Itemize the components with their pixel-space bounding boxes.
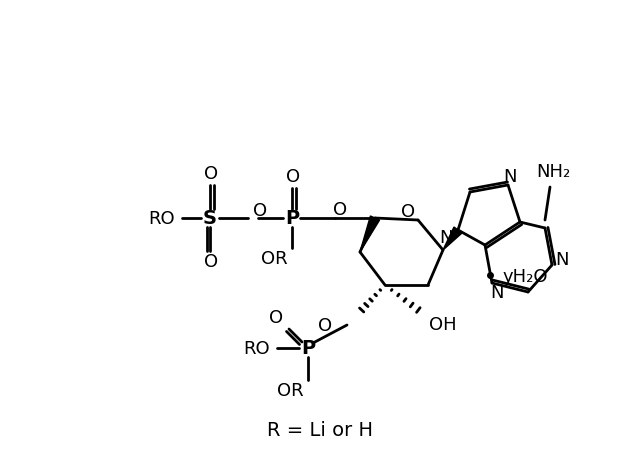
Text: O: O bbox=[286, 168, 300, 186]
Polygon shape bbox=[443, 227, 462, 250]
Text: RO: RO bbox=[148, 210, 175, 228]
Text: P: P bbox=[301, 338, 315, 357]
Text: NH₂: NH₂ bbox=[536, 163, 570, 181]
Text: N: N bbox=[439, 229, 452, 247]
Text: O: O bbox=[318, 317, 332, 335]
Text: O: O bbox=[333, 201, 347, 219]
Text: N: N bbox=[556, 251, 569, 269]
Polygon shape bbox=[360, 216, 380, 252]
Text: OR: OR bbox=[260, 250, 287, 268]
Text: O: O bbox=[253, 202, 267, 220]
Text: O: O bbox=[204, 253, 218, 271]
Text: yH₂O: yH₂O bbox=[502, 268, 548, 286]
Text: P: P bbox=[285, 209, 299, 228]
Text: O: O bbox=[401, 203, 415, 221]
Text: OR: OR bbox=[276, 382, 303, 400]
Text: N: N bbox=[503, 168, 516, 186]
Text: OH: OH bbox=[429, 316, 457, 334]
Text: S: S bbox=[203, 209, 217, 228]
Text: O: O bbox=[204, 165, 218, 183]
Text: O: O bbox=[269, 309, 283, 327]
Text: N: N bbox=[490, 284, 504, 302]
Text: RO: RO bbox=[244, 340, 270, 358]
Text: R = Li or H: R = Li or H bbox=[267, 421, 373, 439]
